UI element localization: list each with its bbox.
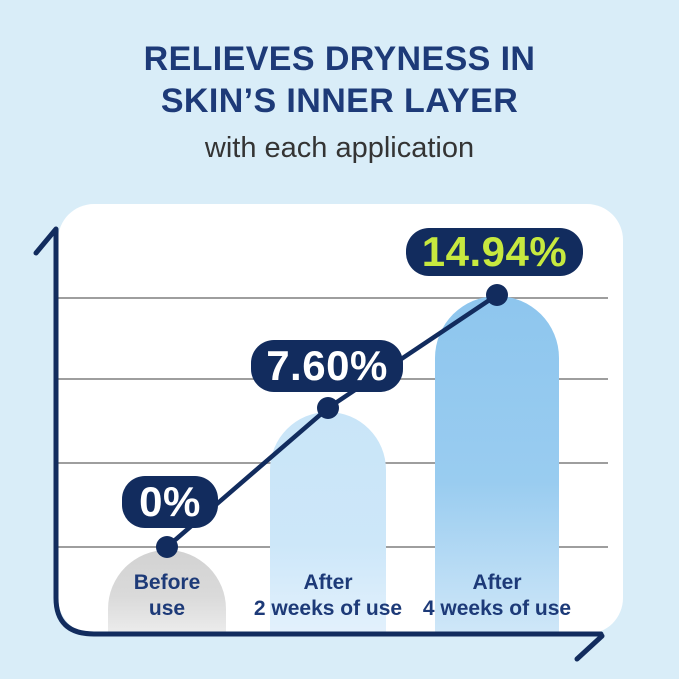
page-title-line-2: SKIN’S INNER LAYER bbox=[160, 82, 519, 120]
header: RELIEVES DRYNESS IN SKIN’S INNER LAYER w… bbox=[0, 38, 679, 165]
x-label-line-1: Before bbox=[133, 571, 201, 594]
x-label-line-2: 4 weeks of use bbox=[422, 597, 572, 620]
gridline bbox=[58, 297, 608, 299]
x-label-line-1: After bbox=[303, 571, 353, 594]
value-badge-text: 14.94% bbox=[421, 228, 568, 275]
value-badge-before-use: 0% bbox=[122, 476, 218, 528]
page-subtitle: with each application bbox=[204, 132, 475, 164]
x-label-line-2: 2 weeks of use bbox=[253, 597, 403, 620]
x-label-after-2-weeks: After 2 weeks of use bbox=[254, 570, 402, 622]
page-title-line-1: RELIEVES DRYNESS IN bbox=[143, 40, 536, 78]
value-badge-after-4-weeks: 14.94% bbox=[406, 228, 583, 276]
value-badge-after-2-weeks: 7.60% bbox=[251, 340, 403, 392]
x-label-line-2: use bbox=[148, 597, 186, 620]
value-badge-text: 0% bbox=[139, 478, 201, 525]
axis-arrowhead-icon bbox=[574, 633, 605, 662]
x-label-after-4-weeks: After 4 weeks of use bbox=[423, 570, 571, 622]
value-badge-text: 7.60% bbox=[266, 342, 388, 389]
x-label-line-1: After bbox=[472, 571, 522, 594]
x-label-before-use: Before use bbox=[134, 570, 201, 622]
